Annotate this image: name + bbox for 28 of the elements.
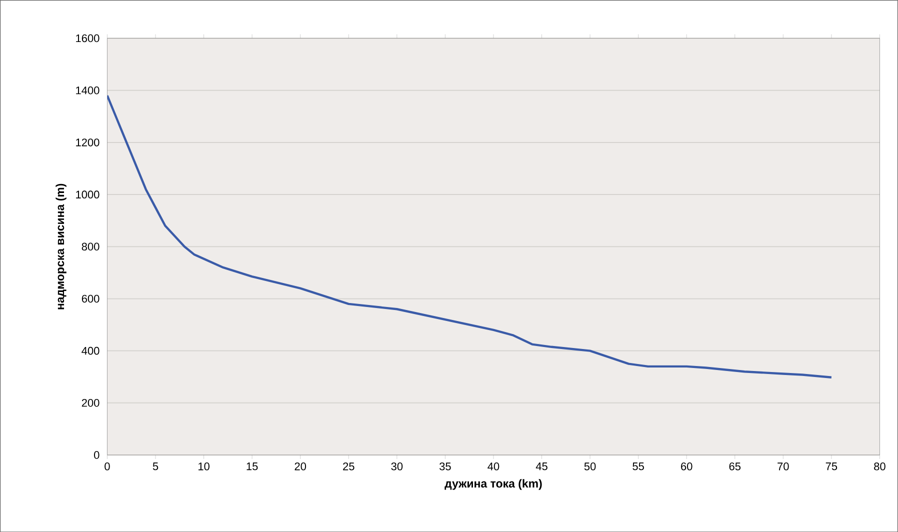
y-tick-label: 0: [94, 451, 100, 459]
x-tick-label: 15: [246, 462, 258, 470]
x-tick-label: 30: [391, 462, 403, 470]
x-axis-title: дужина тока (km): [444, 479, 542, 490]
x-tick-label: 45: [536, 462, 548, 470]
x-tick-label: 25: [343, 462, 354, 470]
y-tick-label: 800: [82, 242, 100, 250]
x-tick-label: 55: [632, 462, 644, 470]
x-tick-label: 40: [488, 462, 500, 470]
y-tick-label: 1400: [76, 86, 100, 94]
y-tick-label: 200: [82, 398, 100, 407]
x-tick-label: 80: [874, 462, 886, 470]
x-tick-label: 75: [826, 462, 838, 470]
x-tick-label: 50: [584, 462, 596, 470]
y-tick-label: 1600: [76, 34, 100, 42]
y-tick-label: 1200: [76, 138, 100, 146]
y-tick-label: 400: [82, 346, 100, 355]
y-tick-label: 600: [82, 294, 100, 303]
x-tick-label: 60: [681, 462, 692, 470]
x-tick-label: 20: [294, 462, 306, 470]
x-tick-label: 5: [152, 462, 158, 470]
x-tick-label: 10: [198, 462, 210, 470]
x-tick-label: 65: [729, 462, 741, 470]
x-tick-label: 70: [778, 462, 789, 470]
x-tick-label: 0: [104, 462, 110, 470]
x-tick-label: 35: [440, 462, 451, 470]
y-tick-label: 1000: [76, 190, 100, 198]
y-axis-title: надморска висина (m): [56, 184, 66, 310]
